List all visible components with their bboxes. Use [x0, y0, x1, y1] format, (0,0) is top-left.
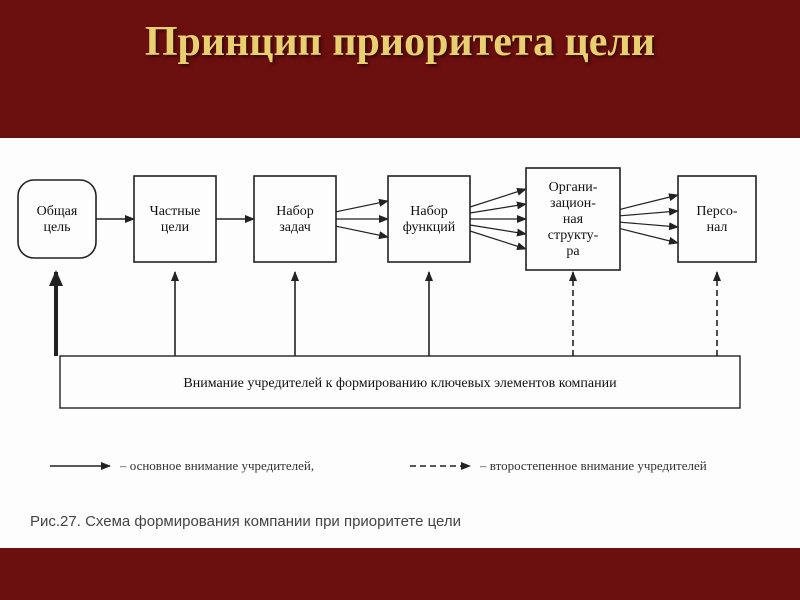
flow-arrow	[470, 225, 526, 234]
node-label: нал	[707, 220, 728, 235]
node-label: ная	[563, 212, 584, 227]
flow-arrow	[620, 211, 678, 216]
attention-label: Внимание учредителей к формированию ключ…	[183, 376, 617, 391]
node-label: зацион-	[550, 196, 596, 211]
flow-node	[388, 176, 470, 262]
legend-solid-label: – основное внимание учредителей,	[119, 458, 314, 473]
node-label: цель	[43, 220, 70, 235]
node-label: ра	[566, 244, 580, 259]
flowchart-svg: ОбщаяцельЧастныецелиНаборзадачНаборфункц…	[0, 138, 800, 548]
flow-node	[678, 176, 756, 262]
node-label: Органи-	[549, 180, 598, 195]
flow-node	[18, 180, 96, 258]
flow-arrow	[336, 201, 388, 212]
flow-arrow	[470, 189, 526, 207]
node-label: задач	[279, 220, 311, 235]
slide-title: Принцип приоритета цели	[0, 0, 800, 80]
node-label: цели	[161, 220, 190, 235]
diagram-panel: ОбщаяцельЧастныецелиНаборзадачНаборфункц…	[0, 138, 800, 548]
figure-caption: Рис.27. Схема формирования компании при …	[30, 513, 461, 530]
flow-arrow	[470, 204, 526, 213]
node-label: Персо-	[696, 204, 738, 219]
node-label: Частные	[150, 204, 201, 219]
flow-arrow	[620, 195, 678, 209]
slide-root: Принцип приоритета цели Общаяцель Частные…	[0, 0, 800, 600]
node-label: Набор	[276, 204, 313, 219]
node-label: функций	[403, 220, 456, 235]
flow-arrow	[470, 231, 526, 249]
legend-dashed-label: – второстепенное внимание учредителей	[479, 458, 707, 473]
flow-node	[254, 176, 336, 262]
flow-node	[134, 176, 216, 262]
flow-arrow	[620, 229, 678, 243]
flow-arrow	[336, 226, 388, 237]
node-label: Набор	[410, 204, 447, 219]
node-label: Общая	[37, 204, 78, 219]
flow-arrow	[620, 222, 678, 227]
node-label: структу-	[548, 228, 599, 243]
